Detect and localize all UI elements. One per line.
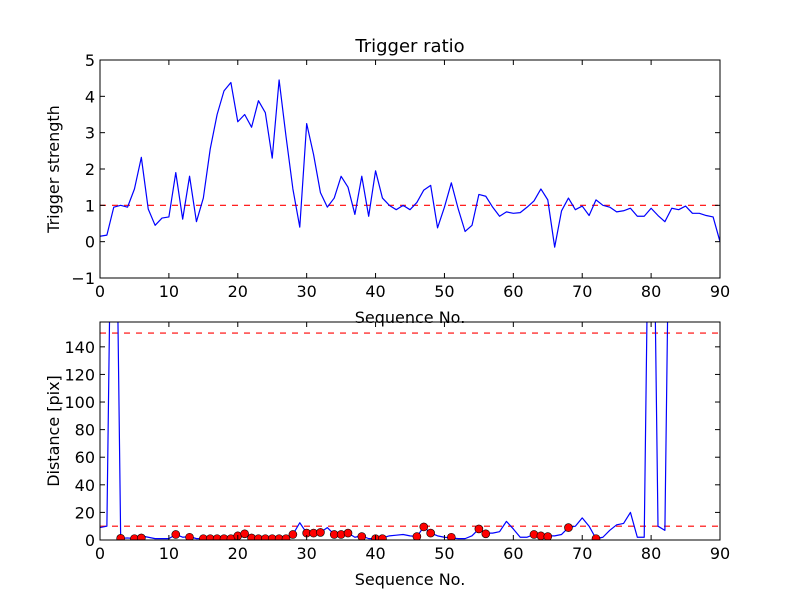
y-tick-label: 140 bbox=[64, 338, 95, 357]
x-tick-label: 80 bbox=[641, 544, 661, 563]
y-axis-label: Distance [pix] bbox=[44, 375, 63, 487]
data-point bbox=[529, 530, 539, 539]
data-point bbox=[447, 532, 456, 540]
y-tick-label: 40 bbox=[75, 476, 95, 495]
x-tick-label: 50 bbox=[434, 544, 454, 563]
series-line bbox=[100, 79, 720, 248]
x-tick-label: 90 bbox=[710, 544, 730, 563]
y-tick-label: 3 bbox=[85, 124, 95, 143]
data-point bbox=[378, 534, 387, 540]
x-tick-label: 30 bbox=[296, 282, 316, 301]
y-axis-label: Trigger strength bbox=[44, 105, 63, 234]
x-axis-label: Sequence No. bbox=[355, 308, 466, 327]
y-tick-label: 1 bbox=[85, 196, 95, 215]
y-tick-label: 20 bbox=[75, 503, 95, 522]
x-tick-label: 10 bbox=[159, 282, 179, 301]
y-tick-label: −1 bbox=[71, 269, 95, 288]
data-point bbox=[316, 528, 325, 537]
data-point bbox=[591, 534, 601, 540]
data-point bbox=[240, 529, 249, 539]
data-point bbox=[426, 528, 435, 538]
y-tick-label: 0 bbox=[85, 531, 95, 550]
x-tick-label: 50 bbox=[434, 282, 454, 301]
x-tick-label: 0 bbox=[95, 544, 105, 563]
data-point bbox=[343, 528, 353, 538]
x-tick-label: 70 bbox=[572, 282, 592, 301]
data-point bbox=[281, 534, 291, 540]
x-tick-label: 10 bbox=[159, 544, 179, 563]
y-tick-label: 120 bbox=[64, 365, 95, 384]
y-tick-label: 2 bbox=[85, 160, 95, 179]
data-point bbox=[185, 532, 194, 540]
x-tick-label: 0 bbox=[95, 282, 105, 301]
data-point bbox=[543, 532, 553, 540]
x-tick-label: 60 bbox=[503, 282, 523, 301]
chart-title: Trigger ratio bbox=[354, 36, 464, 57]
x-tick-label: 20 bbox=[228, 282, 248, 301]
x-tick-label: 60 bbox=[503, 544, 523, 563]
y-tick-label: 5 bbox=[85, 51, 95, 70]
y-tick-label: 60 bbox=[75, 448, 95, 467]
axes-frame bbox=[99, 321, 721, 541]
y-tick-label: 4 bbox=[85, 87, 95, 106]
x-tick-label: 40 bbox=[365, 544, 385, 563]
data-point bbox=[288, 530, 298, 539]
data-point bbox=[564, 523, 573, 532]
data-point bbox=[474, 524, 484, 534]
x-tick-label: 70 bbox=[572, 544, 592, 563]
data-point bbox=[171, 530, 181, 539]
distance-chart: 0 10 20 30 40 50 60 70 80 90 0 20 40 60 80 100 120 140 Seq… bbox=[44, 321, 730, 589]
x-tick-label: 40 bbox=[365, 282, 385, 301]
x-axis-label: Sequence No. bbox=[355, 570, 466, 589]
x-tick-label: 90 bbox=[710, 282, 730, 301]
x-tick-label: 30 bbox=[296, 544, 316, 563]
data-point bbox=[137, 533, 146, 540]
data-point bbox=[116, 534, 125, 540]
data-point bbox=[419, 522, 429, 532]
y-tick-label: 0 bbox=[85, 233, 95, 252]
y-tick-label: 100 bbox=[64, 393, 95, 412]
data-point bbox=[357, 532, 367, 540]
plot-area bbox=[100, 79, 720, 248]
data-point bbox=[481, 529, 491, 539]
y-tick-label: 80 bbox=[75, 421, 95, 440]
x-tick-label: 80 bbox=[641, 282, 661, 301]
x-tick-label: 20 bbox=[228, 544, 248, 563]
data-point bbox=[412, 532, 422, 540]
plot-area bbox=[100, 322, 720, 540]
data-point bbox=[336, 530, 346, 539]
